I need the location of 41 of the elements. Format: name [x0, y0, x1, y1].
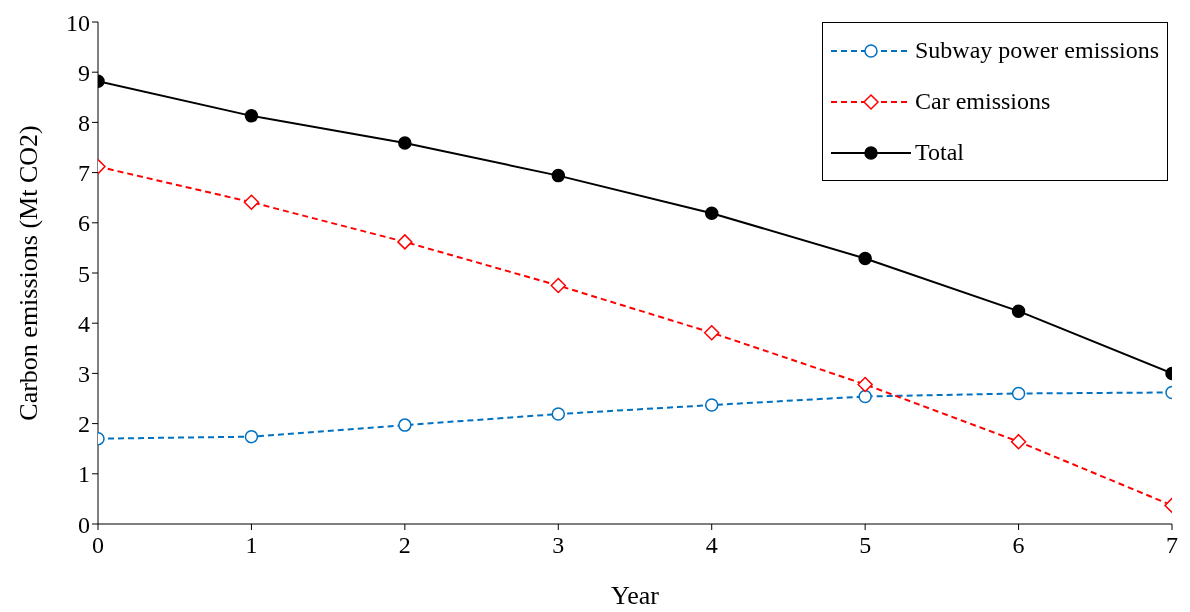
- point: [858, 389, 872, 404]
- point: [1010, 433, 1027, 450]
- y-tick-label: 5: [78, 260, 90, 287]
- x-tick-label: 1: [245, 532, 258, 559]
- y-tick-label: 6: [78, 210, 90, 237]
- legend-label: Total: [915, 139, 964, 166]
- point: [1011, 304, 1026, 318]
- point: [244, 109, 259, 123]
- point: [551, 168, 566, 183]
- point: [551, 407, 566, 421]
- point: [1011, 386, 1026, 401]
- y-tick-label: 0: [78, 511, 90, 538]
- point: [858, 251, 872, 266]
- x-tick-label: 4: [705, 532, 718, 559]
- point: [398, 418, 412, 432]
- y-tick-label: 3: [78, 360, 90, 387]
- y-tick-label: 2: [78, 411, 90, 438]
- y-tick-label: 1: [78, 461, 90, 488]
- x-tick-label: 7: [1166, 532, 1178, 559]
- y-tick-label: 8: [78, 109, 90, 136]
- y-tick-label: 7: [78, 160, 90, 187]
- legend-label: Car emissions: [915, 88, 1051, 115]
- x-axis-title: Year: [611, 581, 660, 611]
- legend-label: Subway power emissions: [915, 37, 1159, 64]
- point: [398, 136, 412, 150]
- point: [703, 324, 720, 341]
- point: [704, 398, 719, 412]
- y-tick-label: 4: [78, 310, 90, 337]
- point: [550, 277, 567, 294]
- point: [243, 194, 260, 210]
- x-tick-label: 5: [859, 532, 872, 559]
- point: [244, 429, 259, 444]
- y-axis-title: Carbon emissions (Mt CO2): [14, 125, 44, 421]
- x-tick-label: 6: [1012, 532, 1025, 559]
- x-tick-label: 3: [552, 532, 565, 559]
- y-tick-label: 9: [78, 59, 90, 86]
- point: [857, 376, 873, 393]
- y-tick-label: 10: [66, 9, 90, 36]
- point: [397, 234, 413, 250]
- point: [704, 206, 719, 221]
- x-tick-label: 2: [398, 532, 411, 559]
